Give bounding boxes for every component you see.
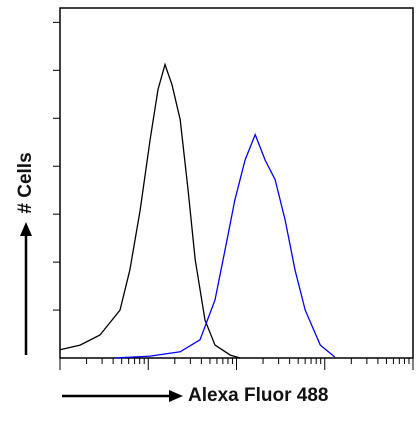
x-axis-label: Alexa Fluor 488	[188, 385, 328, 406]
y-axis-label: # Cells	[15, 152, 36, 213]
x-arrow-head	[169, 390, 183, 402]
y-arrow-head	[20, 222, 32, 236]
plot-frame	[59, 7, 414, 359]
histogram-line	[114, 132, 336, 359]
histogram-line	[59, 62, 241, 359]
